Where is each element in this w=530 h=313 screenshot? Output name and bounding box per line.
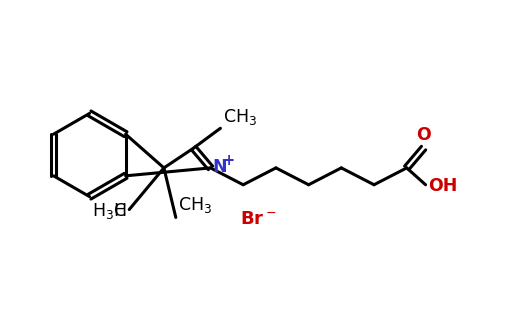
Text: O: O (416, 126, 431, 144)
Text: CH$_3$: CH$_3$ (223, 107, 258, 127)
Text: H: H (113, 202, 126, 219)
Text: N: N (213, 158, 227, 176)
Text: +: + (223, 153, 234, 168)
Text: CH$_3$: CH$_3$ (178, 196, 212, 215)
Text: Br$^-$: Br$^-$ (240, 210, 276, 228)
Text: H$_3$C: H$_3$C (92, 201, 126, 221)
Text: OH: OH (429, 177, 458, 195)
